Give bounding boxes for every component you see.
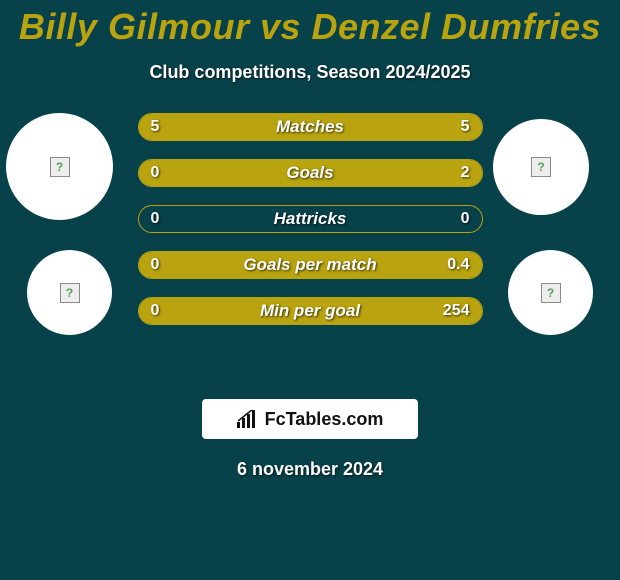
stat-label: Hattricks — [139, 206, 482, 232]
subtitle: Club competitions, Season 2024/2025 — [0, 62, 620, 83]
player1-club-circle: ? — [27, 250, 112, 335]
watermark-text: FcTables.com — [265, 409, 384, 430]
stat-label: Goals per match — [139, 252, 482, 278]
stat-row: 0Hattricks0 — [138, 205, 483, 233]
stat-value-right: 5 — [461, 114, 470, 140]
stat-value-right: 254 — [443, 298, 470, 324]
stat-label: Goals — [139, 160, 482, 186]
broken-image-icon: ? — [541, 283, 561, 303]
stat-value-right: 0.4 — [447, 252, 469, 278]
stat-value-right: 2 — [461, 160, 470, 186]
player1-avatar-circle: ? — [6, 113, 113, 220]
barchart-icon — [237, 410, 259, 428]
stats-panel: 5Matches50Goals20Hattricks00Goals per ma… — [138, 113, 483, 325]
stat-row: 5Matches5 — [138, 113, 483, 141]
stat-label: Matches — [139, 114, 482, 140]
comparison-arena: ? ? ? ? 5Matches50Goals20Hattricks00Goal… — [0, 113, 620, 393]
stat-row: 0Goals2 — [138, 159, 483, 187]
broken-image-icon: ? — [60, 283, 80, 303]
page-title: Billy Gilmour vs Denzel Dumfries — [0, 0, 620, 48]
watermark: FcTables.com — [202, 399, 418, 439]
broken-image-icon: ? — [531, 157, 551, 177]
stat-row: 0Min per goal254 — [138, 297, 483, 325]
broken-image-icon: ? — [50, 157, 70, 177]
player2-club-circle: ? — [508, 250, 593, 335]
stat-row: 0Goals per match0.4 — [138, 251, 483, 279]
footer-date: 6 november 2024 — [0, 459, 620, 480]
stat-value-right: 0 — [461, 206, 470, 232]
player2-avatar-circle: ? — [493, 119, 589, 215]
stat-label: Min per goal — [139, 298, 482, 324]
